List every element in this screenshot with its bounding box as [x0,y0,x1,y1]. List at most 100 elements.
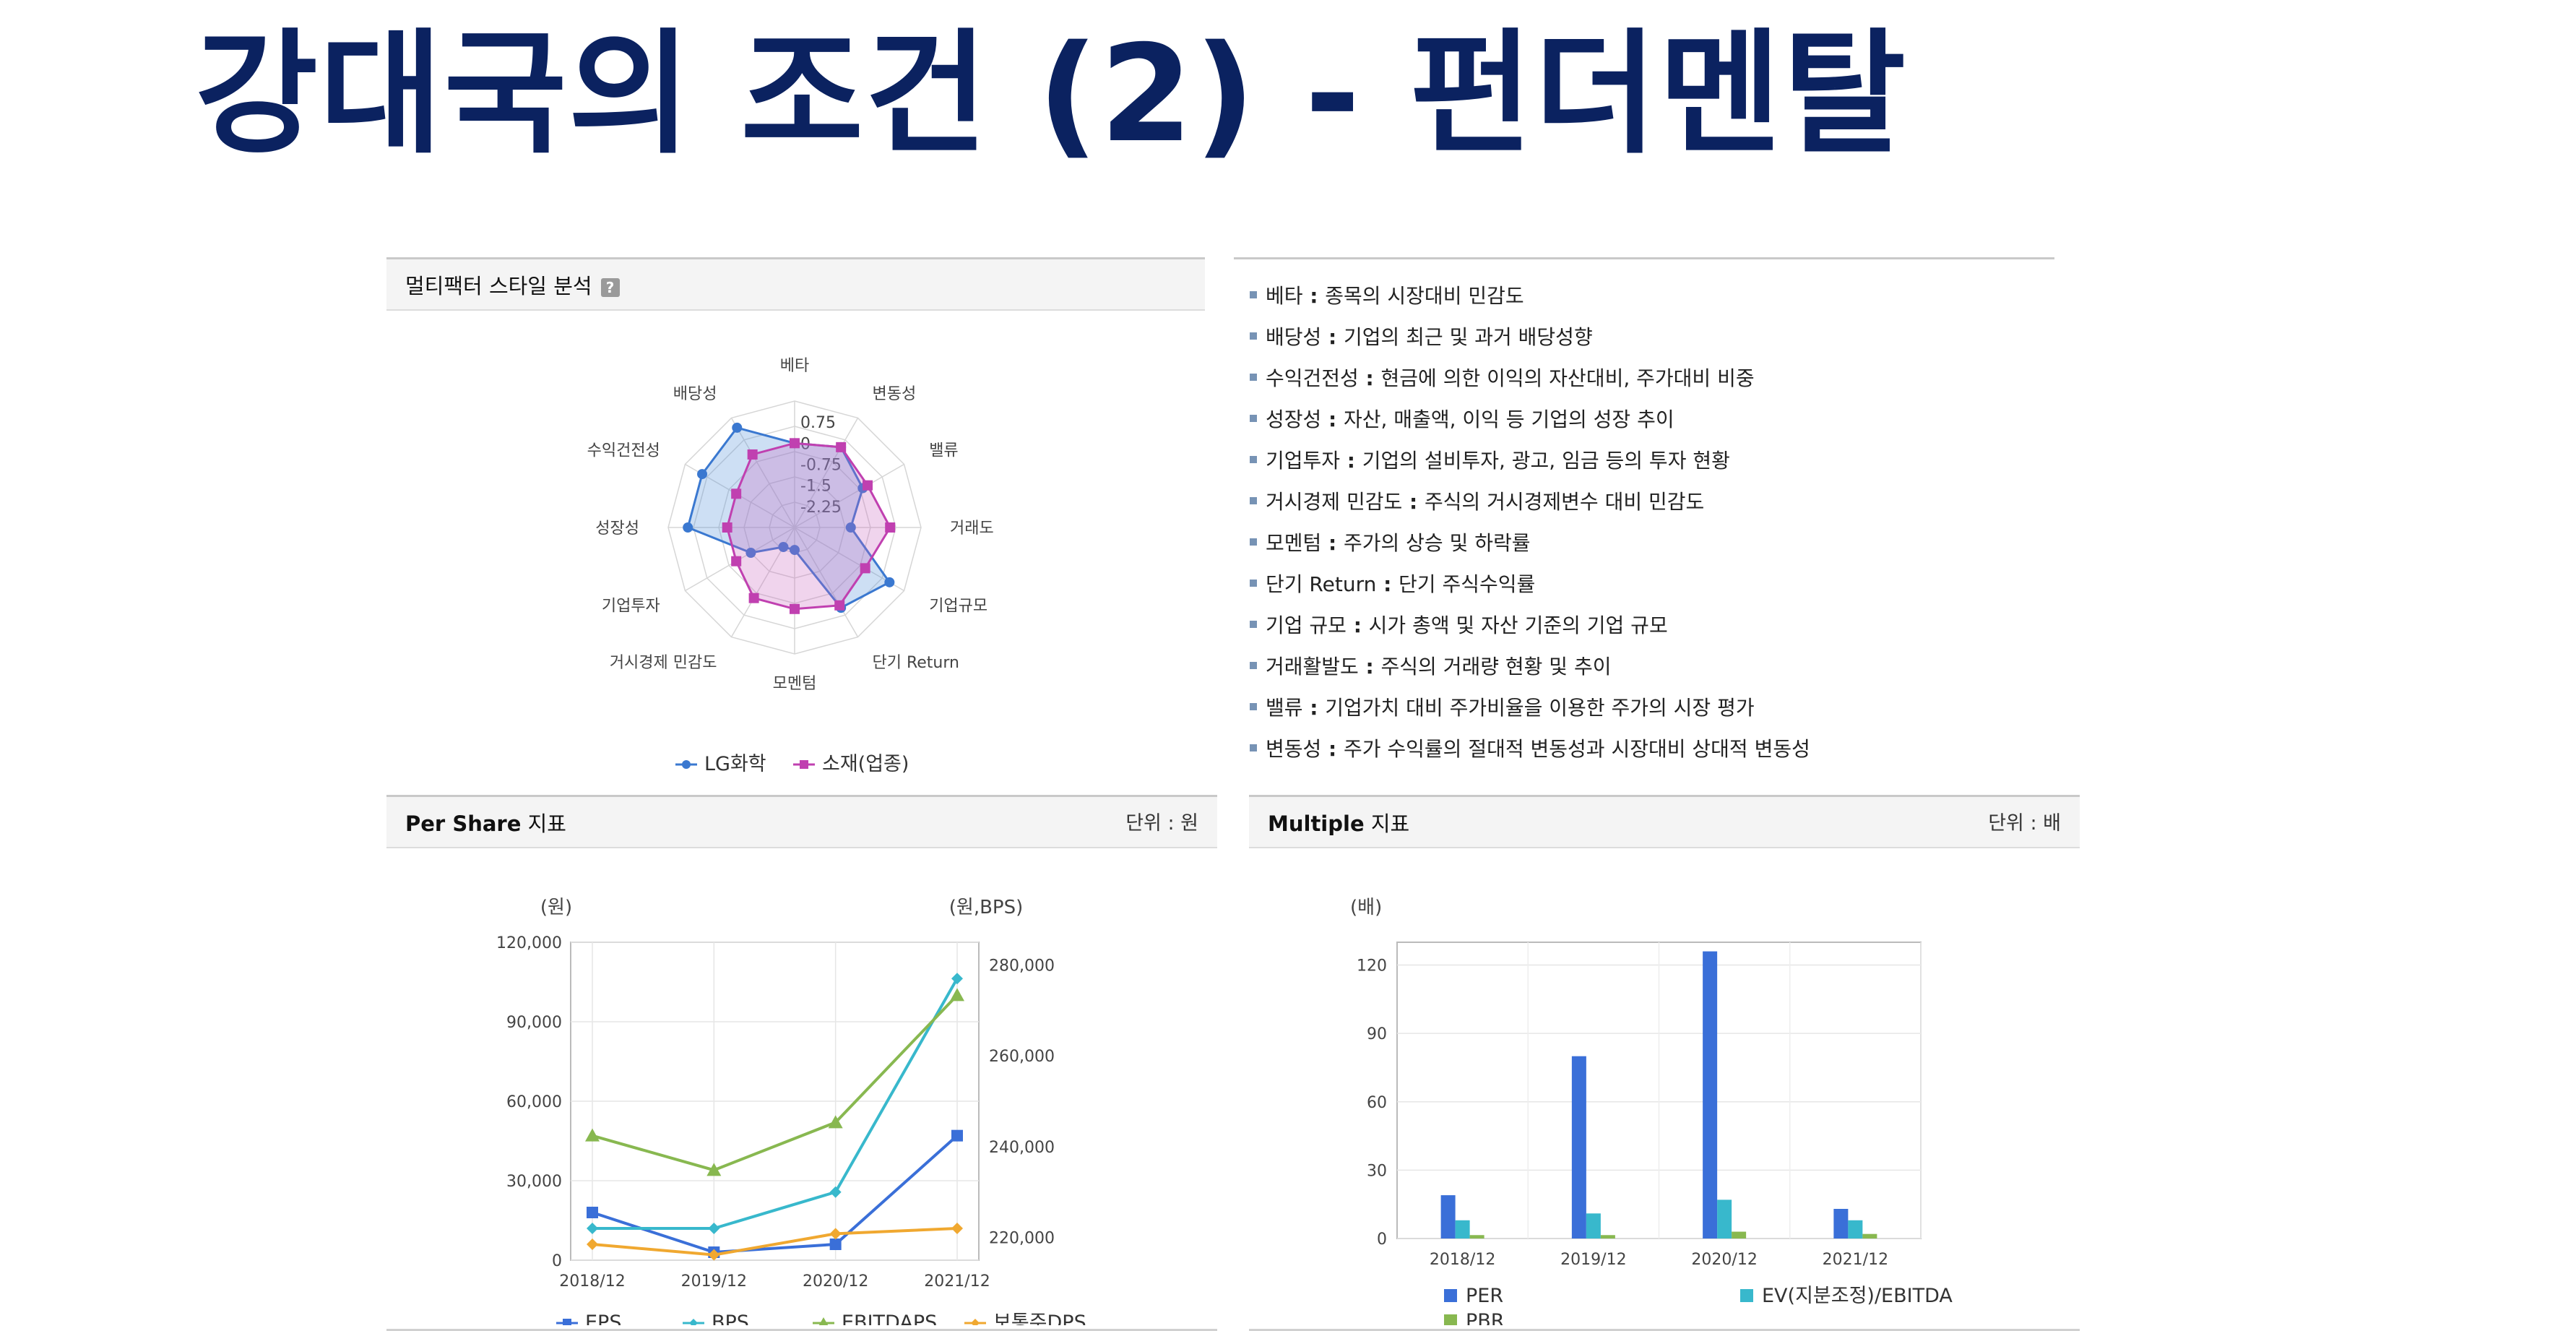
definition-term: 기업 규모 [1266,613,1347,637]
data-point [951,1129,963,1142]
legend-marker [682,760,691,769]
radar-tick-label: -0.75 [800,457,842,475]
y-tick: 120 [1357,957,1387,975]
definition-separator: : [1402,490,1425,514]
definition-item: 변동성 : 주가 수익률의 절대적 변동성과 시장대비 상대적 변동성 [1250,728,2054,770]
multifactor-style-header: 멀티팩터 스타일 분석? [386,257,1205,311]
definition-item: 단기 Return : 단기 주식수익률 [1250,564,2054,605]
radar-point [731,488,742,499]
radar-point [747,449,758,460]
definition-desc: 기업의 최근 및 과거 배당성향 [1343,325,1593,349]
definition-desc: 주식의 거래량 현황 및 추이 [1380,655,1612,679]
factor-definitions-list: 베타 : 종목의 시장대비 민감도 배당성 : 기업의 최근 및 과거 배당성향 수… [1234,259,2054,770]
definition-item: 거시경제 민감도 : 주식의 거시경제변수 대비 민감도 [1250,481,2054,522]
radar-axis-label: 기업투자 [602,598,660,616]
y-right-tick: 220,000 [989,1230,1055,1248]
y-tick: 90 [1367,1025,1387,1043]
definition-item: 기업 규모 : 시가 총액 및 자산 기준의 기업 규모 [1250,605,2054,646]
radar-tick-label: 0.75 [800,414,836,432]
radar-point [836,441,847,452]
y-tick: 0 [1377,1231,1387,1249]
radar-point [745,548,756,558]
y-right-tick: 240,000 [989,1139,1055,1157]
multifactor-style-panel: 멀티팩터 스타일 분석? 0.750-0.75-1.5-2.25베타변동성밸류거… [386,257,1205,792]
per-share-unit: 단위 : 원 [1125,812,1198,835]
radar-spoke [794,527,859,637]
radar-point [731,556,742,567]
data-point [828,1115,843,1129]
data-point [587,1223,598,1234]
definition-separator: : [1358,655,1381,679]
definition-desc: 주가 수익률의 절대적 변동성과 시장대비 상대적 변동성 [1343,737,1810,761]
legend-swatch [1740,1289,1753,1302]
series-line [592,994,959,1172]
bullet-icon [1250,332,1257,340]
x-tick: 2020/12 [803,1272,868,1291]
legend-label: BPS [712,1311,749,1325]
data-point [829,1239,842,1250]
y-left-tick: 30,000 [506,1173,562,1191]
legend-label: 소재(업종) [822,753,909,775]
radar-axis-label: 밸류 [929,442,958,460]
bullet-icon [1250,580,1257,587]
multiple-footer-line [1249,1329,2080,1331]
radar-axis-label: 수익건전성 [587,442,660,460]
series-line [592,1227,958,1257]
definition-separator: : [1358,366,1381,390]
data-point [829,1228,842,1240]
bar [1848,1220,1863,1239]
definition-term: 단기 Return [1266,572,1377,596]
y-tick: 30 [1367,1162,1387,1180]
data-point [951,973,963,985]
definition-term: 성장성 [1266,408,1322,431]
radar-point [845,522,856,533]
data-point [585,1128,600,1142]
definition-desc: 단기 주식수익률 [1399,572,1536,596]
factor-definitions-panel: 베타 : 종목의 시장대비 민감도 배당성 : 기업의 최근 및 과거 배당성향 수… [1234,257,2054,780]
radar-axis-label: 변동성 [873,385,917,403]
series-line [592,978,959,1230]
bar [1833,1209,1849,1239]
legend-label: LG화학 [704,753,766,775]
x-tick: 2021/12 [924,1272,990,1291]
bullet-icon [1250,415,1257,422]
definition-separator: : [1321,325,1344,349]
y-left-tick: 60,000 [506,1093,562,1111]
bar [1862,1233,1877,1239]
x-tick: 2020/12 [1691,1251,1757,1269]
definition-term: 모멘텀 [1266,531,1322,555]
multiple-header: Multiple 지표 단위 : 배 [1249,795,2080,848]
definition-term: 밸류 [1266,696,1303,720]
radar-point [722,522,732,533]
data-point [708,1249,720,1261]
radar-point [885,522,896,533]
definition-separator: : [1302,696,1326,720]
definition-item: 모멘텀 : 주가의 상승 및 하락률 [1250,522,2054,564]
definition-separator: : [1321,737,1344,761]
radar-axis-label: 단기 Return [873,654,959,672]
bar [1703,951,1718,1239]
y-right-tick: 260,000 [989,1048,1055,1066]
multiple-unit: 단위 : 배 [1988,812,2061,835]
bullet-icon [1250,374,1257,381]
legend-label: EPS [585,1311,621,1325]
x-tick: 2019/12 [1560,1251,1626,1269]
definition-item: 베타 : 종목의 시장대비 민감도 [1250,275,2054,316]
bullet-icon [1250,744,1257,751]
radar-axis-label: 모멘텀 [773,675,817,693]
per-share-panel: Per Share 지표 단위 : 원 0 30,000 60,000 90,000 1… [386,795,1217,1331]
data-point [587,1207,598,1218]
bar [1571,1056,1586,1239]
definition-item: 밸류 : 기업가치 대비 주가비율을 이용한 주가의 시장 평가 [1250,687,2054,728]
multiple-bar-chart: 0 30 60 90 120 (배) 2018/12 2019/12 2020/12 2021/1… [1350,897,1953,1325]
y-left-tick: 90,000 [506,1014,562,1032]
radar-point [790,438,800,449]
radar-point [778,541,789,552]
definition-term: 거래활발도 [1266,655,1359,679]
help-icon[interactable]: ? [600,278,620,297]
per-share-title-rest: 지표 [521,811,566,836]
definition-item: 기업투자 : 기업의 설비투자, 광고, 임금 등의 투자 현황 [1250,440,2054,481]
definition-separator: : [1302,284,1326,308]
radar-axis-label: 배당성 [673,385,717,403]
per-share-title-bold: Per Share [405,811,522,836]
